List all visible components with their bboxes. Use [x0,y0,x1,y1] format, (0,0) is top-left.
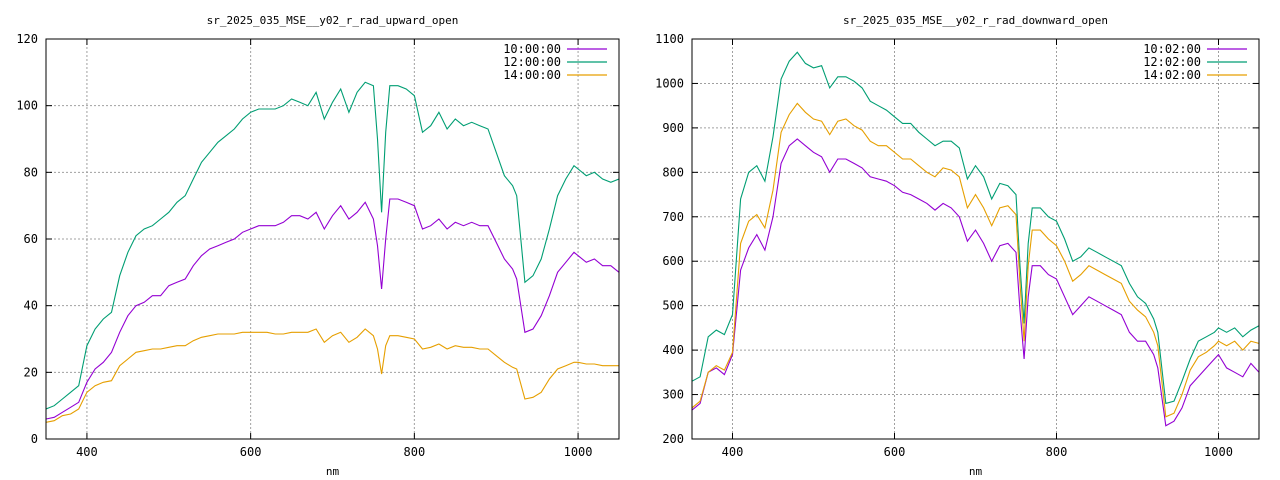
plot-frame [691,38,1260,440]
x-tick-label: 600 [884,445,906,459]
legend-label: 10:00:00 [503,42,561,56]
legend-label: 14:00:00 [503,68,561,82]
x-tick-label: 800 [404,445,426,459]
x-axis-label: nm [969,465,983,478]
y-tick-label: 60 [24,232,38,246]
x-tick-label: 800 [1046,445,1068,459]
chart-upward: sr_2025_035_MSE__y02_r_rad_upward_open 0 2… [16,14,620,478]
x-tick-label: 400 [76,445,98,459]
series-line-0 [692,138,1259,427]
series-line-2 [46,328,619,423]
legend-label: 12:02:00 [1143,55,1201,69]
y-tick-label: 300 [662,388,684,402]
y-tick-label: 120 [16,32,38,46]
y-tick-label: 100 [16,99,38,113]
y-tick-label: 400 [662,343,684,357]
series-line-0 [46,198,619,420]
y-tick-label: 0 [31,432,38,446]
y-tick-label: 1100 [655,32,684,46]
y-tick-label: 700 [662,210,684,224]
y-tick-label: 600 [662,254,684,268]
x-tick-label: 1000 [1204,445,1233,459]
chart-title: sr_2025_035_MSE__y02_r_rad_upward_open [207,14,459,27]
y-tick-label: 900 [662,121,684,135]
chart-downward: sr_2025_035_MSE__y02_r_rad_downward_open… [655,14,1260,478]
y-tick-label: 20 [24,365,38,379]
legend-label: 14:02:00 [1143,68,1201,82]
x-tick-label: 1000 [564,445,593,459]
legend-label: 10:02:00 [1143,42,1201,56]
x-tick-label: 400 [722,445,744,459]
y-tick-label: 500 [662,299,684,313]
legend-label: 12:00:00 [503,55,561,69]
series-line-1 [692,51,1259,405]
y-tick-label: 40 [24,299,38,313]
series-line-1 [46,81,619,410]
plot-frame [45,38,620,440]
chart-title: sr_2025_035_MSE__y02_r_rad_downward_open [843,14,1108,27]
x-tick-label: 600 [240,445,262,459]
x-axis-label: nm [326,465,340,478]
series-line-2 [692,102,1259,418]
y-tick-label: 1000 [655,76,684,90]
y-tick-label: 80 [24,165,38,179]
y-tick-label: 800 [662,165,684,179]
y-tick-label: 200 [662,432,684,446]
